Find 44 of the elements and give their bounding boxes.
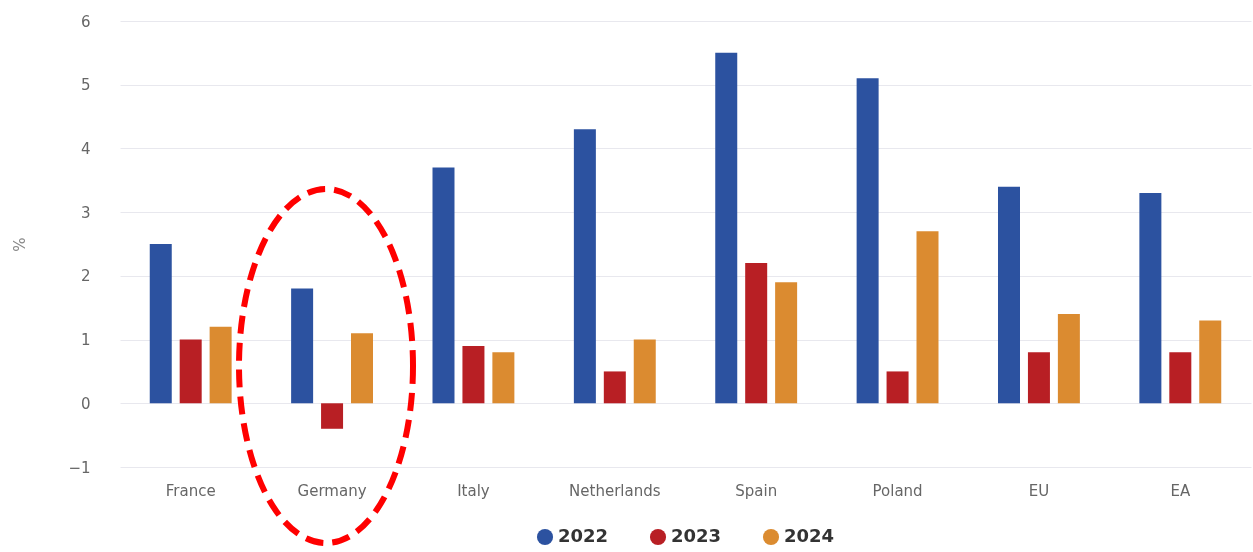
bar — [856, 78, 879, 404]
bar — [1199, 320, 1222, 404]
bar — [745, 263, 768, 404]
bar — [573, 129, 596, 404]
y-tick-label: 4 — [80, 139, 91, 158]
bar — [1139, 193, 1162, 404]
bar — [291, 288, 314, 404]
bar — [633, 339, 656, 404]
bar — [886, 371, 909, 404]
bar — [916, 231, 939, 404]
legend-label: 2024 — [784, 525, 835, 546]
bar — [209, 326, 232, 404]
bar — [1169, 352, 1192, 404]
legend-label: 2022 — [558, 525, 609, 546]
bar — [715, 52, 738, 404]
y-tick-label: 3 — [80, 203, 91, 222]
y-tick-label: 1 — [80, 331, 91, 350]
x-tick-label: Netherlands — [569, 481, 661, 500]
bar — [603, 371, 626, 404]
x-tick-label: Spain — [735, 481, 778, 500]
y-tick-label: 0 — [80, 394, 91, 413]
bar — [998, 186, 1020, 404]
x-tick-label: EA — [1170, 481, 1191, 500]
x-tick-label: EU — [1028, 481, 1050, 500]
bar — [179, 339, 202, 404]
y-tick-label: 2 — [80, 267, 91, 286]
bar — [492, 352, 515, 404]
bar — [149, 244, 172, 404]
bar — [462, 345, 485, 404]
bar — [775, 282, 798, 404]
y-tick-label: 5 — [80, 76, 91, 95]
x-tick-label: Italy — [457, 481, 490, 500]
y-axis-title: % — [11, 237, 30, 252]
x-tick-label: Germany — [297, 481, 367, 500]
y-tick-label: 6 — [80, 12, 91, 31]
bar — [351, 333, 373, 404]
bar — [321, 403, 344, 429]
x-tick-label: Poland — [872, 481, 923, 500]
bar — [1057, 314, 1080, 404]
legend-label: 2023 — [671, 525, 722, 546]
bar — [1027, 352, 1050, 404]
y-tick-label: −1 — [68, 458, 91, 477]
bar — [432, 167, 455, 404]
x-tick-label: France — [165, 481, 216, 500]
